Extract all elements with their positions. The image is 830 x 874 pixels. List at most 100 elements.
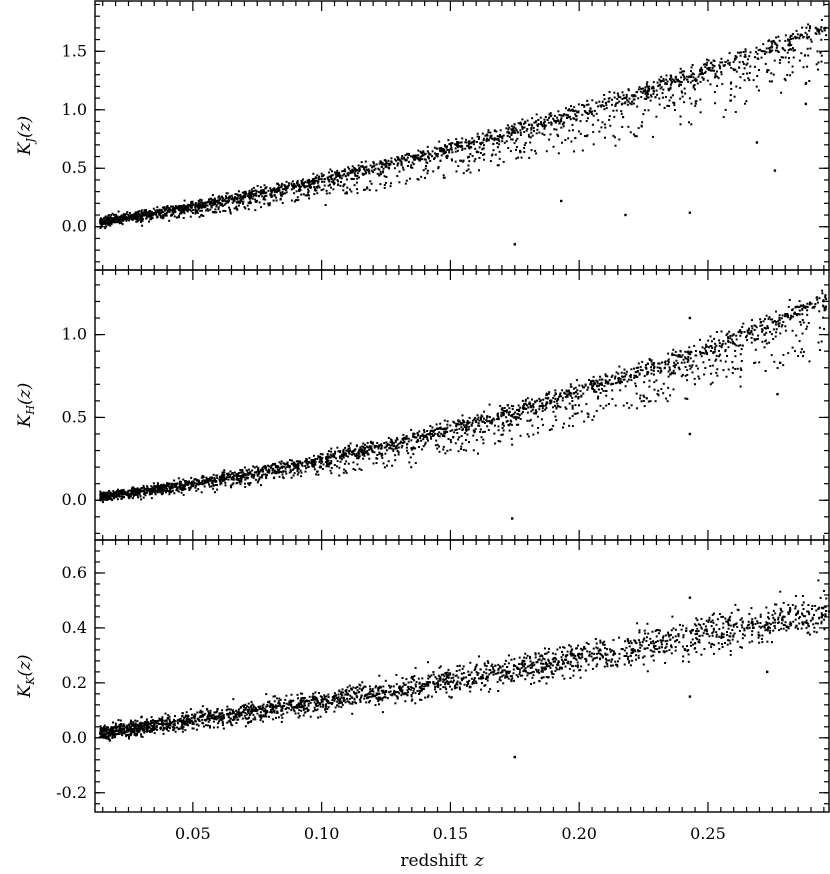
data-point (361, 172, 364, 175)
data-point (329, 176, 332, 179)
data-point (558, 395, 561, 398)
data-point (276, 182, 279, 185)
data-point (640, 96, 643, 98)
data-point (608, 115, 611, 118)
data-point (124, 213, 127, 216)
data-point (755, 141, 759, 144)
data-point (461, 422, 464, 425)
data-point (238, 194, 241, 197)
data-point (349, 442, 352, 445)
data-point (333, 171, 336, 174)
data-point (192, 484, 195, 486)
data-point (394, 158, 397, 161)
data-point (693, 88, 696, 91)
data-point (149, 218, 152, 221)
data-point (543, 127, 546, 130)
data-point (513, 123, 516, 126)
data-point (391, 442, 394, 445)
data-point (699, 353, 702, 356)
data-point (635, 366, 638, 369)
data-point (400, 446, 403, 449)
data-point (805, 81, 808, 84)
data-point (667, 370, 670, 373)
data-point (323, 180, 326, 183)
data-point (517, 416, 520, 419)
data-point (118, 495, 121, 498)
data-point (437, 434, 440, 437)
data-point (444, 144, 446, 147)
data-point (259, 470, 262, 473)
data-point (557, 405, 560, 408)
data-point (808, 80, 811, 82)
data-point (667, 87, 670, 90)
data-point (544, 124, 547, 127)
data-point (784, 329, 787, 332)
data-point (724, 61, 727, 64)
data-point (795, 36, 798, 39)
data-point (372, 462, 375, 465)
data-point (511, 405, 513, 407)
data-point (255, 190, 258, 193)
data-point (253, 466, 256, 469)
data-point (508, 429, 511, 432)
data-point (533, 129, 535, 132)
data-point (675, 78, 678, 81)
data-point (247, 208, 250, 211)
data-point (217, 196, 220, 199)
data-point (165, 485, 168, 487)
data-point (325, 192, 328, 195)
data-point (715, 371, 718, 374)
data-point (306, 194, 309, 197)
data-point (241, 191, 244, 194)
data-point (437, 166, 440, 168)
data-point (512, 412, 515, 415)
data-point (306, 461, 309, 464)
data-point (441, 434, 444, 437)
data-point (647, 87, 650, 89)
data-point (386, 464, 388, 467)
data-point (740, 51, 742, 54)
data-point (273, 187, 276, 190)
data-point (581, 113, 584, 116)
data-point (684, 374, 687, 377)
data-point (138, 210, 141, 213)
data-point (353, 172, 356, 175)
data-point (686, 373, 689, 376)
data-point (108, 497, 111, 500)
data-point (446, 449, 449, 452)
data-point (818, 326, 821, 329)
data-point (519, 121, 522, 124)
data-point (777, 323, 780, 326)
data-point (150, 487, 153, 490)
data-point (445, 430, 447, 433)
data-point (213, 479, 216, 482)
data-point (456, 432, 459, 434)
data-point (696, 367, 699, 370)
data-point (526, 128, 529, 130)
data-point (316, 174, 319, 177)
data-point (482, 420, 485, 423)
data-point (591, 99, 594, 102)
data-point (363, 449, 366, 452)
data-point (197, 481, 200, 484)
data-point (462, 159, 465, 162)
data-point (274, 189, 277, 192)
data-point (583, 420, 586, 423)
data-point (486, 415, 489, 418)
data-point (137, 490, 140, 493)
data-point (534, 409, 537, 412)
y-axis-title-sub: H (24, 405, 37, 416)
data-point (378, 162, 381, 165)
data-point (571, 406, 574, 408)
data-point (200, 214, 202, 217)
data-point (496, 137, 499, 140)
data-point (308, 178, 311, 181)
data-point (410, 155, 412, 158)
data-point (553, 114, 556, 117)
data-point (400, 162, 403, 165)
data-point (294, 465, 297, 468)
data-point (103, 494, 106, 497)
data-point (296, 196, 299, 199)
data-point (510, 132, 513, 135)
data-point (127, 495, 130, 498)
